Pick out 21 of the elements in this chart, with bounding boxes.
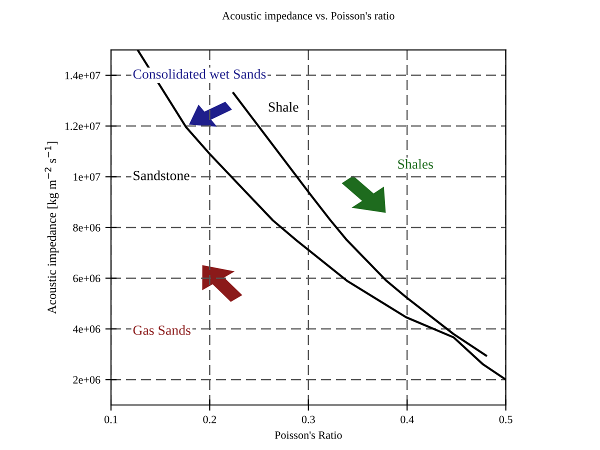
annotation: Gas Sands (133, 325, 190, 335)
y-tick-label: 1.4e+07 (65, 72, 100, 80)
annotation: Consolidated wet Sands (133, 69, 266, 79)
x-tick-label: 0.3 (302, 416, 315, 424)
y-tick-label: 4e+06 (72, 325, 100, 333)
y-tick-label: 8e+06 (73, 224, 100, 232)
chart-title: Acoustic impedance vs. Poisson's ratio (222, 12, 394, 22)
y-tick-label: 2e+06 (73, 376, 100, 384)
y-tick-label: 1e+07 (74, 173, 100, 181)
annotation: Shales (398, 159, 433, 169)
x-tick-label: 0.5 (499, 416, 512, 424)
x-tick-label: 0.2 (203, 416, 216, 424)
series-label: Sandstone (134, 170, 190, 180)
y-tick-label: 6e+06 (73, 274, 100, 282)
x-tick-label: 0.4 (400, 416, 414, 424)
y-tick-label: 1.2e+07 (65, 122, 100, 130)
line-series (232, 92, 488, 357)
series-label: Shale (268, 102, 298, 112)
x-tick-label: 0.1 (104, 416, 118, 424)
y-axis-title: Acoustic impedance [kg m$^{−2}$ s$^{−1}$] (44, 142, 59, 314)
x-axis-title: Poisson's Ratio (274, 431, 342, 439)
